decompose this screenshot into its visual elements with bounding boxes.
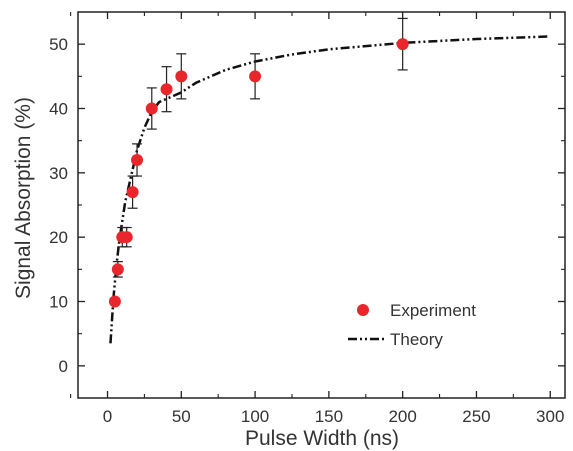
x-tick-label: 100: [241, 407, 269, 426]
experiment-point: [126, 186, 139, 199]
x-tick-label: 200: [388, 407, 416, 426]
y-tick-label: 0: [59, 357, 68, 376]
y-tick-label: 40: [49, 100, 68, 119]
theory-curve: [109, 35, 551, 344]
x-tick-label: 50: [172, 407, 191, 426]
plot-border: [77, 11, 566, 399]
theory-series: [109, 35, 551, 344]
x-tick-label: 250: [462, 407, 490, 426]
x-axis-ticks: 0 50 100 150 200 250 300: [70, 12, 564, 426]
experiment-point: [396, 38, 409, 51]
y-tick-label: 50: [49, 35, 68, 54]
y-axis-ticks: 0 10 20 30 40 50: [49, 35, 565, 376]
legend-experiment-marker: [357, 304, 369, 316]
experiment-point: [145, 102, 158, 115]
x-tick-label: 300: [536, 407, 564, 426]
legend-experiment-label: Experiment: [390, 301, 476, 320]
experiment-point: [249, 70, 262, 83]
x-axis-label: Pulse Width (ns): [245, 427, 399, 450]
legend: Experiment Theory: [348, 301, 476, 349]
experiment-point: [131, 153, 144, 166]
x-tick-label: 0: [103, 407, 112, 426]
y-tick-label: 30: [49, 164, 68, 183]
y-tick-label: 20: [49, 228, 68, 247]
experiment-point: [120, 231, 133, 244]
x-tick-label: 150: [315, 407, 343, 426]
y-axis-label: Signal Absorption (%): [12, 97, 35, 299]
experiment-point: [108, 295, 121, 308]
experiment-point: [175, 70, 188, 83]
plot-frame: [77, 11, 566, 399]
legend-theory-label: Theory: [390, 330, 443, 349]
experiment-point: [111, 263, 124, 276]
experiment-point: [160, 83, 173, 96]
y-tick-label: 10: [49, 293, 68, 312]
experiment-series: [108, 17, 409, 308]
